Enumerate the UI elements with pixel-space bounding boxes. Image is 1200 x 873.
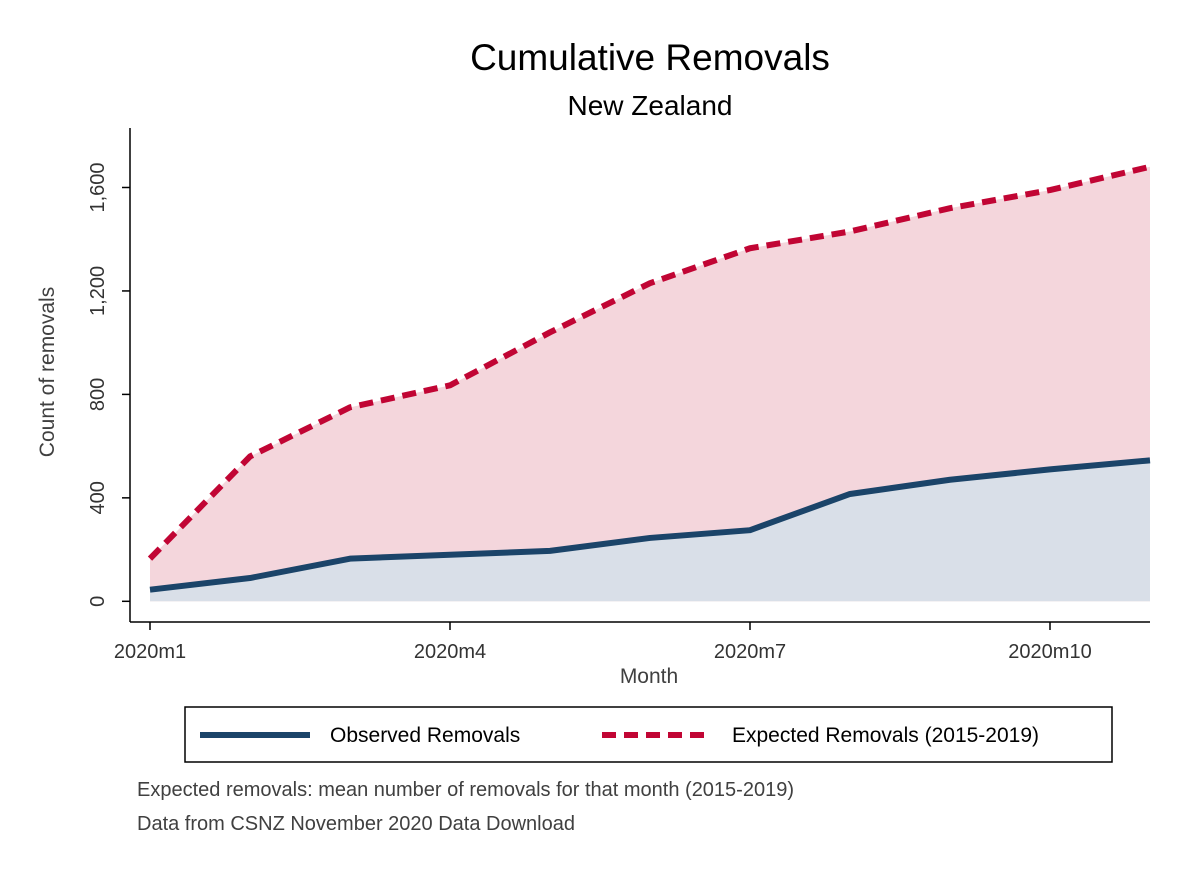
y-axis-ticks: 0 400 800 1,200 1,600 — [87, 162, 130, 607]
series-line-expected — [147, 163, 1151, 561]
x-tick-label: 2020m4 — [414, 641, 486, 663]
line-layer — [147, 163, 1151, 593]
y-tick-label: 800 — [87, 378, 109, 411]
chart-subtitle: New Zealand — [568, 90, 733, 121]
area-observed — [150, 460, 1150, 602]
chart-title: Cumulative Removals — [470, 37, 830, 78]
x-tick-label: 2020m7 — [714, 641, 786, 663]
legend-label-observed: Observed Removals — [330, 724, 520, 747]
y-tick-label: 1,600 — [87, 162, 109, 212]
y-axis-title: Count of removals — [36, 287, 59, 457]
plot-area — [147, 163, 1151, 602]
x-tick-label: 2020m10 — [1008, 641, 1091, 663]
x-axis-title: Month — [620, 665, 678, 688]
legend: Observed Removals Expected Removals (201… — [184, 706, 1113, 763]
note-expected-definition: Expected removals: mean number of remova… — [137, 779, 794, 801]
x-axis-ticks: 2020m1 2020m4 2020m7 2020m10 — [114, 622, 1092, 663]
note-data-source: Data from CSNZ November 2020 Data Downlo… — [137, 813, 575, 835]
y-tick-label: 0 — [87, 596, 109, 607]
x-tick-label: 2020m1 — [114, 641, 186, 663]
y-tick-label: 400 — [87, 481, 109, 514]
area-layer — [150, 166, 1150, 602]
legend-label-expected: Expected Removals (2015-2019) — [732, 724, 1039, 747]
y-tick-label: 1,200 — [87, 266, 109, 316]
series-line-observed — [149, 457, 1151, 593]
